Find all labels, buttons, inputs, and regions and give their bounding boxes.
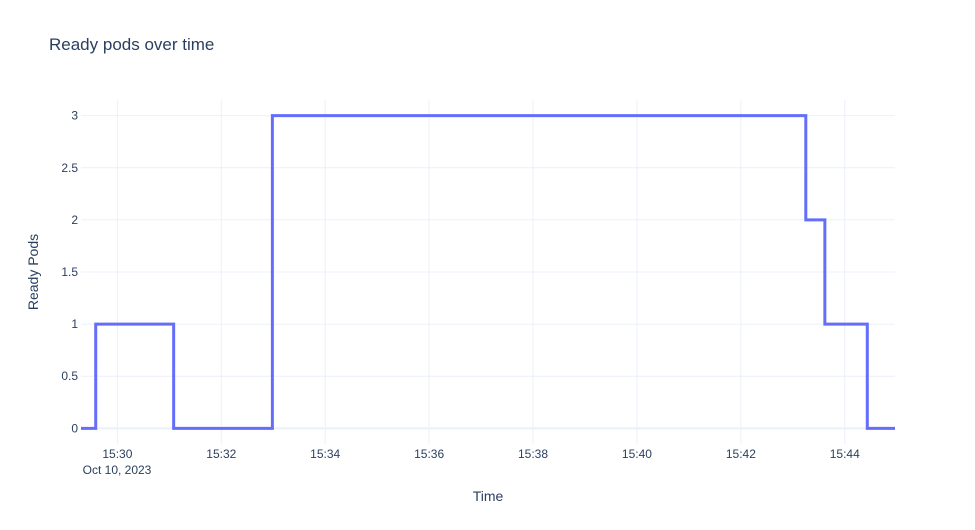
- x-tick-label: 15:38: [518, 447, 548, 461]
- x-date-label: Oct 10, 2023: [83, 463, 152, 477]
- x-axis-label: Time: [473, 488, 504, 504]
- x-tick-label: 15:32: [206, 447, 236, 461]
- y-tick-label: 0: [71, 421, 78, 435]
- x-tick-label: 15:44: [830, 447, 860, 461]
- chart-title: Ready pods over time: [49, 35, 214, 54]
- y-axis-label: Ready Pods: [25, 234, 41, 310]
- y-tick-label: 3: [71, 109, 78, 123]
- x-tick-label: 15:40: [622, 447, 652, 461]
- y-tick-label: 1: [71, 317, 78, 331]
- y-tick-label: 1.5: [61, 265, 78, 279]
- y-tick-label: 2.5: [61, 161, 78, 175]
- x-tick-label: 15:34: [310, 447, 340, 461]
- x-tick-label: 15:36: [414, 447, 444, 461]
- x-tick-label: 15:30: [102, 447, 132, 461]
- series-line: [81, 114, 895, 430]
- x-tick-label: 15:42: [726, 447, 756, 461]
- y-tick-label: 0.5: [61, 369, 78, 383]
- y-tick-label: 2: [71, 213, 78, 227]
